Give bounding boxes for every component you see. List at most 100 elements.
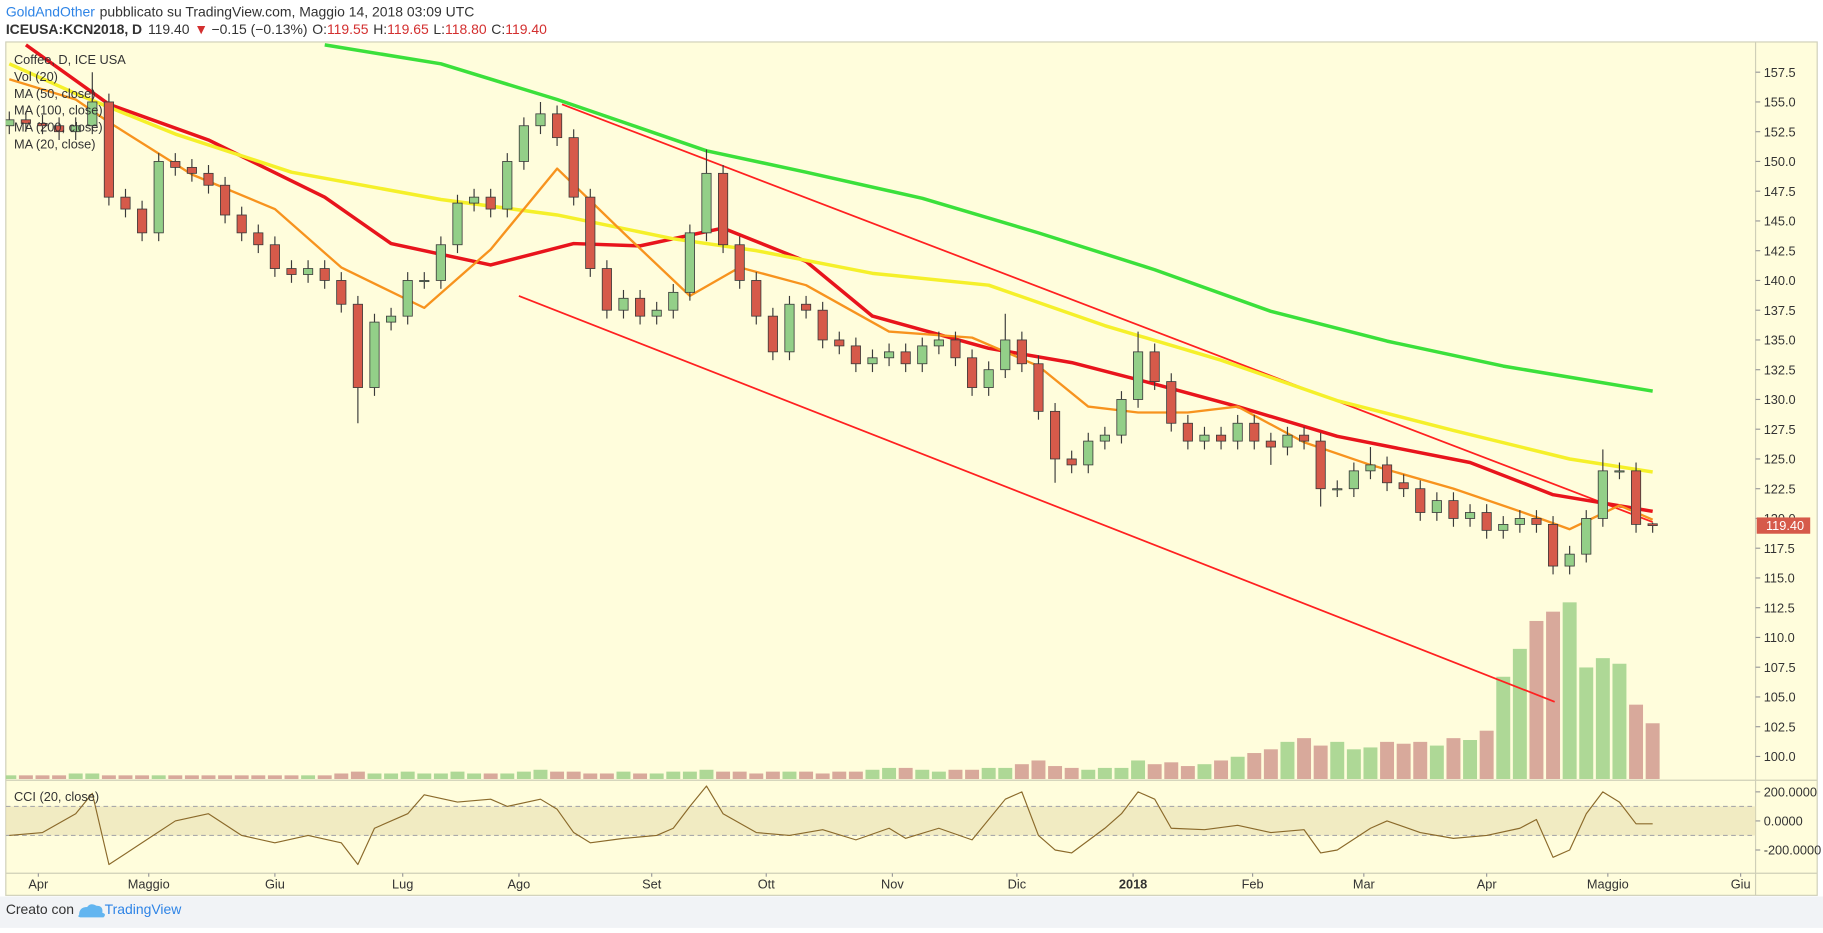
candle-body xyxy=(734,244,745,281)
published: pubblicato su TradingView.com, Maggio 14… xyxy=(100,3,475,19)
volume-bar xyxy=(1230,756,1245,780)
candle-body xyxy=(386,315,397,323)
volume-bar xyxy=(981,767,996,780)
candle-body xyxy=(303,268,314,275)
volume-bar xyxy=(384,773,399,780)
candle-body xyxy=(269,244,280,269)
y-tick-label: 155.0 xyxy=(1764,95,1796,110)
volume-bar xyxy=(85,773,100,780)
ohlc-label: O: xyxy=(312,21,327,37)
ohlc-value: 119.65 xyxy=(387,21,429,37)
symbol: ICEUSA:KCN2018, D xyxy=(6,21,142,37)
x-tick-label: Set xyxy=(642,876,662,891)
y-tick-label: 140.0 xyxy=(1764,273,1796,288)
volume-bar xyxy=(716,771,731,780)
price-badge xyxy=(1756,517,1811,534)
trend-line xyxy=(518,295,1555,703)
volume-bar xyxy=(998,767,1013,780)
y-tick-label: 145.0 xyxy=(1764,214,1796,229)
candle-body xyxy=(1431,500,1442,513)
candle-body xyxy=(967,357,978,388)
candle-body xyxy=(186,166,197,174)
candle-body xyxy=(1166,381,1177,424)
volume-bar xyxy=(583,773,598,780)
volume-bar xyxy=(1147,764,1162,780)
candle-body xyxy=(1464,512,1476,519)
brand[interactable]: TradingView xyxy=(105,901,183,917)
volume-bar xyxy=(1064,767,1079,780)
candle-body xyxy=(137,208,148,234)
volume-bar xyxy=(1396,743,1411,780)
legend-entry: CCI (20, close) xyxy=(14,789,99,804)
candle-body xyxy=(1299,434,1310,442)
volume-bar xyxy=(965,769,980,780)
volume-bar xyxy=(5,775,17,780)
volume-bar xyxy=(882,767,897,780)
volume-bar xyxy=(234,775,249,780)
y-tick-label: -200.0000 xyxy=(1764,843,1821,858)
volume-bar xyxy=(948,769,963,780)
last-price: 119.40 xyxy=(148,21,190,37)
candle-body xyxy=(153,161,164,234)
y-tick-label: 125.0 xyxy=(1764,452,1796,467)
volume-bar xyxy=(898,767,913,780)
volume-bar xyxy=(317,775,332,780)
change-arrow: ▼ xyxy=(194,21,208,37)
y-tick-label: 110.0 xyxy=(1764,630,1795,645)
x-tick-label: Maggio xyxy=(1587,876,1629,891)
y-tick-label: 200.0000 xyxy=(1764,785,1817,800)
volume-bar xyxy=(101,775,116,780)
candle-body xyxy=(568,137,579,198)
volume-bar xyxy=(1579,667,1594,780)
candle-body xyxy=(1614,470,1625,473)
ohlc-value: 119.55 xyxy=(327,21,369,37)
author[interactable]: GoldAndOther xyxy=(6,3,95,19)
volume-bar xyxy=(135,775,150,780)
candle-body xyxy=(469,196,480,204)
volume-bar xyxy=(1645,723,1660,780)
candle-body xyxy=(1531,518,1542,525)
candle-layer xyxy=(5,72,1658,575)
candle-body xyxy=(20,119,31,124)
candle-body xyxy=(336,280,347,305)
volume-bar xyxy=(1562,602,1577,780)
volume-bar xyxy=(1629,704,1644,780)
legend-entry: Coffee, D, ICE USA xyxy=(14,52,126,67)
candle-body xyxy=(419,280,430,283)
volume-bar xyxy=(118,775,133,780)
candle-body xyxy=(684,232,695,293)
candle-body xyxy=(286,268,297,275)
candle-body xyxy=(1265,440,1276,448)
volume-bar xyxy=(1131,760,1146,780)
y-tick-label: 127.5 xyxy=(1764,422,1796,437)
candle-body xyxy=(784,303,795,353)
x-tick-label: Ott xyxy=(758,876,775,891)
footer-text: Creato con xyxy=(6,901,74,917)
volume-bar xyxy=(1363,747,1378,780)
volume-bar xyxy=(682,771,697,780)
volume-bar xyxy=(832,771,847,780)
candle-body xyxy=(170,161,181,168)
brand-logo[interactable] xyxy=(78,904,105,918)
candle-body xyxy=(1348,470,1359,490)
candle-body xyxy=(1066,458,1077,466)
y-tick-label: 115.0 xyxy=(1764,571,1795,586)
volume-bar xyxy=(1429,745,1444,780)
candle-body xyxy=(1365,464,1376,472)
volume-bar xyxy=(666,771,681,780)
x-tick-label: Feb xyxy=(1242,876,1264,891)
y-tick-label: 112.5 xyxy=(1764,600,1795,615)
volume-bar xyxy=(848,771,863,780)
x-tick-label: Giu xyxy=(1731,876,1751,891)
candle-body xyxy=(402,280,413,317)
candle-body xyxy=(801,303,812,311)
candle-body xyxy=(1282,434,1293,448)
volume-bar xyxy=(1380,741,1395,780)
volume-bar xyxy=(284,775,299,780)
x-tick-label: Mar xyxy=(1353,876,1376,891)
legend-entry: Vol (20) xyxy=(14,69,58,84)
candle-body xyxy=(751,280,762,317)
volume-bar xyxy=(1014,764,1029,780)
y-tick-label: 150.0 xyxy=(1764,154,1796,169)
candle-body xyxy=(1016,339,1027,365)
